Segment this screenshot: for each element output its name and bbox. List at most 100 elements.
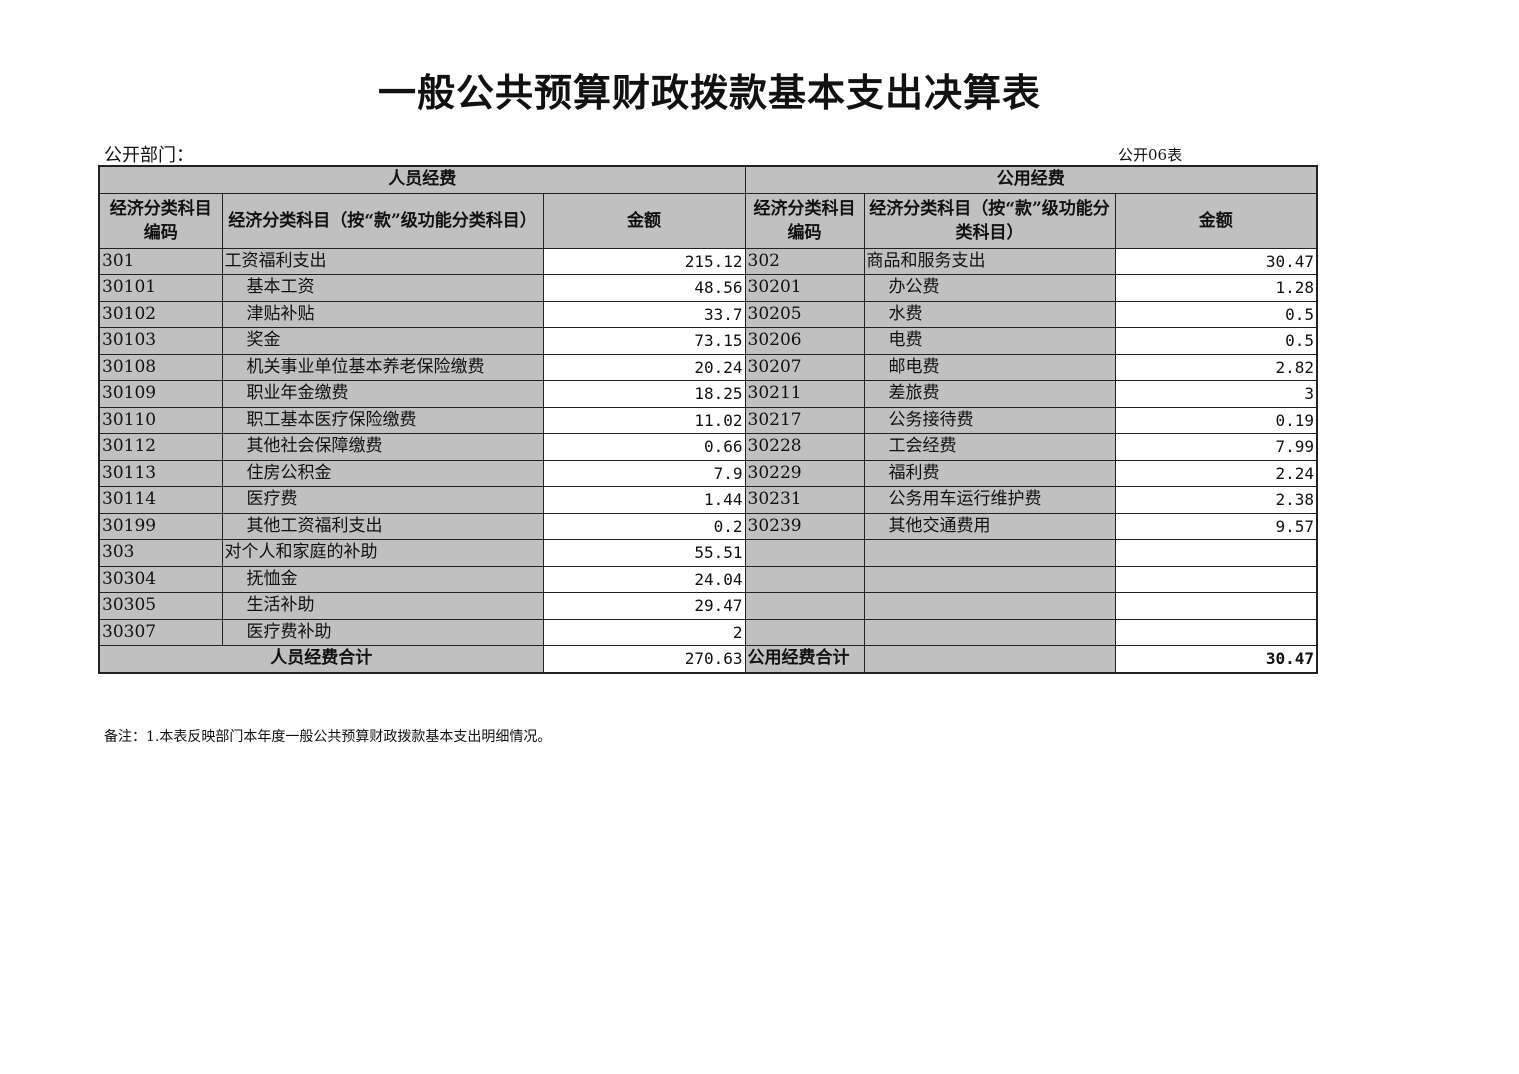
left-amount: 7.9 xyxy=(542,459,746,487)
right-name: 福利费 xyxy=(863,459,1116,487)
right-amount xyxy=(1114,539,1318,567)
personnel-total-amount: 270.63 xyxy=(542,645,746,673)
right-amount: 0.19 xyxy=(1114,406,1318,434)
left-amount: 18.25 xyxy=(542,380,746,408)
table-row: 30110 职工基本医疗保险缴费 11.02 30217 公务接待费 0.19 xyxy=(98,406,1318,434)
left-name: 医疗费补助 xyxy=(221,618,544,646)
right-amount: 30.47 xyxy=(1114,247,1318,275)
left-name: 职业年金缴费 xyxy=(221,380,544,408)
right-amount: 0.5 xyxy=(1114,327,1318,355)
right-amount: 7.99 xyxy=(1114,433,1318,461)
right-name: 电费 xyxy=(863,327,1116,355)
public-total-amount: 30.47 xyxy=(1114,645,1318,673)
right-amount: 0.5 xyxy=(1114,300,1318,328)
left-code: 30103 xyxy=(98,327,223,355)
right-name: 差旅费 xyxy=(863,380,1116,408)
left-name: 对个人和家庭的补助 xyxy=(221,539,544,567)
totals-row: 人员经费合计 270.63 公用经费合计 30.47 xyxy=(98,645,1318,673)
left-code: 30109 xyxy=(98,380,223,408)
table-row: 30307 医疗费补助 2 xyxy=(98,618,1318,646)
table-code: 公开06表 xyxy=(1118,146,1183,164)
right-code: 30206 xyxy=(744,327,865,355)
left-amount: 33.7 xyxy=(542,300,746,328)
left-name: 基本工资 xyxy=(221,274,544,302)
left-name: 其他工资福利支出 xyxy=(221,512,544,540)
right-code: 302 xyxy=(744,247,865,275)
right-code: 30228 xyxy=(744,433,865,461)
left-code: 30112 xyxy=(98,433,223,461)
left-code: 30108 xyxy=(98,353,223,381)
left-code: 301 xyxy=(98,247,223,275)
left-amount: 2 xyxy=(542,618,746,646)
footnote: 备注：1.本表反映部门本年度一般公共预算财政拨款基本支出明细情况。 xyxy=(104,729,552,745)
table-row: 30304 抚恤金 24.04 xyxy=(98,565,1318,593)
right-name: 水费 xyxy=(863,300,1116,328)
right-code: 30205 xyxy=(744,300,865,328)
right-amount: 2.38 xyxy=(1114,486,1318,514)
personnel-total-label: 人员经费合计 xyxy=(98,645,544,673)
left-code: 30305 xyxy=(98,592,223,620)
department-label: 公开部门： xyxy=(104,145,194,166)
table-row: 30112 其他社会保障缴费 0.66 30228 工会经费 7.99 xyxy=(98,433,1318,461)
right-code: 30229 xyxy=(744,459,865,487)
right-code xyxy=(744,618,865,646)
right-amount xyxy=(1114,565,1318,593)
left-name: 医疗费 xyxy=(221,486,544,514)
left-name: 住房公积金 xyxy=(221,459,544,487)
right-amount: 9.57 xyxy=(1114,512,1318,540)
right-code: 30231 xyxy=(744,486,865,514)
table-row: 30103 奖金 73.15 30206 电费 0.5 xyxy=(98,327,1318,355)
right-name: 商品和服务支出 xyxy=(863,247,1116,275)
table-row: 30113 住房公积金 7.9 30229 福利费 2.24 xyxy=(98,459,1318,487)
left-name: 津贴补贴 xyxy=(221,300,544,328)
left-code: 30110 xyxy=(98,406,223,434)
table-row: 30109 职业年金缴费 18.25 30211 差旅费 3 xyxy=(98,380,1318,408)
right-code: 30217 xyxy=(744,406,865,434)
right-code: 30239 xyxy=(744,512,865,540)
left-code: 30307 xyxy=(98,618,223,646)
left-amount: 215.12 xyxy=(542,247,746,275)
amount-header: 金额 xyxy=(1114,192,1318,249)
left-name: 奖金 xyxy=(221,327,544,355)
left-code: 30199 xyxy=(98,512,223,540)
right-name: 工会经费 xyxy=(863,433,1116,461)
right-code: 30207 xyxy=(744,353,865,381)
left-amount: 20.24 xyxy=(542,353,746,381)
right-code xyxy=(744,565,865,593)
table-row: 30305 生活补助 29.47 xyxy=(98,592,1318,620)
name-header: 经济分类科目（按“款”级功能分类科目） xyxy=(863,192,1116,249)
right-code: 30211 xyxy=(744,380,865,408)
public-total-label: 公用经费合计 xyxy=(744,645,865,673)
left-code: 30304 xyxy=(98,565,223,593)
table-row: 303 对个人和家庭的补助 55.51 xyxy=(98,539,1318,567)
right-name xyxy=(863,618,1116,646)
left-name: 抚恤金 xyxy=(221,565,544,593)
right-name xyxy=(863,592,1116,620)
left-amount: 0.2 xyxy=(542,512,746,540)
table-row: 30114 医疗费 1.44 30231 公务用车运行维护费 2.38 xyxy=(98,486,1318,514)
right-name xyxy=(863,539,1116,567)
right-code xyxy=(744,539,865,567)
right-amount: 3 xyxy=(1114,380,1318,408)
left-code: 303 xyxy=(98,539,223,567)
right-name: 邮电费 xyxy=(863,353,1116,381)
public-header: 公用经费 xyxy=(744,165,1318,194)
left-amount: 24.04 xyxy=(542,565,746,593)
right-amount: 2.24 xyxy=(1114,459,1318,487)
right-name: 公务接待费 xyxy=(863,406,1116,434)
left-name: 职工基本医疗保险缴费 xyxy=(221,406,544,434)
left-code: 30102 xyxy=(98,300,223,328)
left-amount: 29.47 xyxy=(542,592,746,620)
left-amount: 48.56 xyxy=(542,274,746,302)
personnel-header: 人员经费 xyxy=(98,165,746,194)
table-row: 301 工资福利支出 215.12 302 商品和服务支出 30.47 xyxy=(98,247,1318,275)
empty-cell xyxy=(863,645,1116,673)
left-amount: 1.44 xyxy=(542,486,746,514)
name-header: 经济分类科目（按“款”级功能分类科目） xyxy=(221,192,544,249)
left-code: 30114 xyxy=(98,486,223,514)
code-header: 经济分类科目编码 xyxy=(98,192,223,249)
right-amount xyxy=(1114,592,1318,620)
right-amount: 2.82 xyxy=(1114,353,1318,381)
page-title: 一般公共预算财政拨款基本支出决算表 xyxy=(377,70,1041,115)
left-code: 30113 xyxy=(98,459,223,487)
